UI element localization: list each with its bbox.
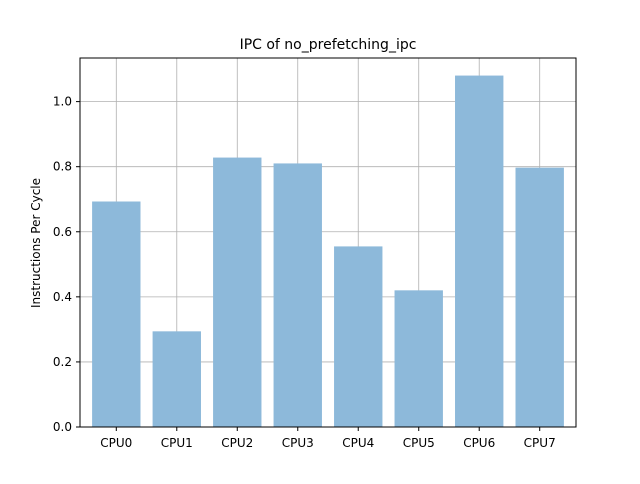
chart-title: IPC of no_prefetching_ipc — [240, 37, 417, 53]
x-tick-label: CPU4 — [342, 436, 374, 450]
y-tick-label: 1.0 — [53, 95, 72, 109]
x-tick-label: CPU6 — [463, 436, 495, 450]
x-tick-label: CPU3 — [282, 436, 314, 450]
y-tick-label: 0.6 — [53, 225, 72, 239]
ticks-layer: CPU0 CPU1 CPU2 CPU3 CPU4 CPU5 CPU6 CPU7 0.0 0.2 0.… — [53, 95, 556, 450]
plot-frame — [79, 57, 577, 428]
x-tick-label: CPU7 — [524, 436, 556, 450]
x-tick-label: CPU0 — [100, 436, 132, 450]
bars-layer — [92, 75, 564, 428]
bar-cpu6 — [455, 75, 504, 428]
bar-cpu2 — [213, 157, 262, 428]
x-tick-label: CPU1 — [161, 436, 193, 450]
bar-cpu0 — [92, 201, 141, 427]
y-tick-label: 0.4 — [53, 290, 72, 304]
bar-cpu5 — [394, 290, 443, 427]
bar-cpu7 — [515, 167, 564, 427]
y-tick-label: 0.2 — [53, 355, 72, 369]
bar-cpu4 — [334, 246, 383, 427]
x-tick-label: CPU5 — [403, 436, 435, 450]
axes-layer — [79, 57, 577, 428]
x-tick-label: CPU2 — [221, 436, 253, 450]
y-axis-label: Instructions Per Cycle — [29, 178, 43, 308]
y-tick-label: 0.8 — [53, 160, 72, 174]
bar-cpu3 — [273, 163, 322, 427]
y-tick-label: 0.0 — [53, 420, 72, 434]
bar-cpu1 — [152, 331, 201, 427]
